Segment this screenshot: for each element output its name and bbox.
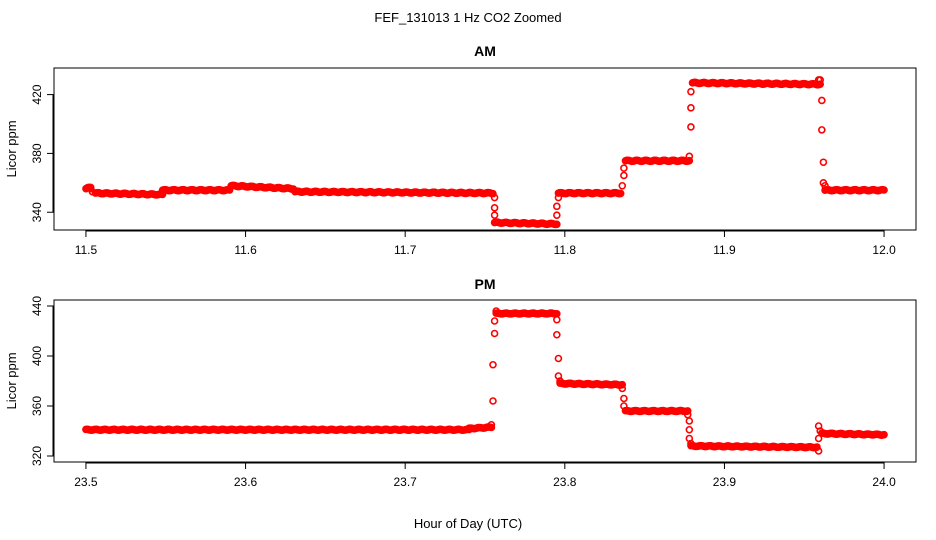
pm-data-point bbox=[687, 439, 695, 448]
am-data-point bbox=[553, 211, 561, 219]
am-data-point bbox=[687, 123, 695, 131]
pm-data-point bbox=[487, 423, 496, 432]
am-data-point bbox=[553, 220, 561, 229]
am-data-point bbox=[620, 171, 628, 180]
pm-data-point bbox=[490, 317, 499, 325]
am-data-point bbox=[685, 152, 694, 161]
am-data-point bbox=[819, 158, 828, 167]
pm-data-point bbox=[489, 360, 497, 369]
am-y-tick-label: 340 bbox=[30, 202, 44, 222]
pm-data-point bbox=[814, 434, 823, 443]
pm-data-point bbox=[487, 420, 496, 429]
pm-x-axis: 23.5 23.6 23.7 23.8 23.9 24.0 bbox=[74, 462, 896, 489]
am-plot-frame bbox=[53, 67, 917, 231]
figure-xlabel: Hour of Day (UTC) bbox=[414, 516, 522, 531]
pm-plot-frame bbox=[53, 299, 917, 463]
figure-title: FEF_131013 1 Hz CO2 Zoomed bbox=[374, 10, 561, 25]
am-data-point bbox=[490, 211, 499, 219]
pm-x-tick-label: 23.6 bbox=[234, 475, 258, 489]
am-y-axis: 340 380 420 bbox=[30, 84, 54, 222]
pm-data-point bbox=[554, 354, 563, 363]
am-data-point bbox=[818, 126, 826, 134]
am-data-point bbox=[88, 187, 97, 196]
am-x-tick-label: 11.8 bbox=[554, 243, 577, 257]
pm-x-tick-label: 23.8 bbox=[553, 475, 577, 489]
am-data-points bbox=[82, 76, 888, 229]
pm-y-axis: 320 360 400 440 bbox=[30, 296, 54, 466]
am-data-point bbox=[880, 186, 888, 194]
am-data-point bbox=[816, 76, 825, 84]
pm-data-point bbox=[556, 377, 564, 385]
pm-data-point bbox=[814, 447, 823, 455]
am-data-point bbox=[821, 181, 829, 190]
pm-y-tick-label: 360 bbox=[30, 396, 44, 416]
am-x-axis: 11.5 11.6 11.7 11.8 11.9 12.0 bbox=[75, 230, 896, 257]
pm-panel-title: PM bbox=[475, 276, 496, 292]
am-data-point bbox=[490, 193, 499, 202]
am-x-tick-label: 11.5 bbox=[75, 243, 98, 257]
pm-x-tick-label: 23.9 bbox=[713, 475, 737, 489]
pm-x-tick-label: 23.7 bbox=[394, 475, 418, 489]
pm-x-tick-label: 23.5 bbox=[74, 475, 98, 489]
am-data-point bbox=[490, 204, 499, 212]
pm-data-point bbox=[618, 384, 627, 393]
pm-data-point bbox=[685, 425, 694, 434]
pm-data-point bbox=[492, 307, 500, 315]
am-data-point bbox=[489, 189, 497, 198]
pm-data-point bbox=[685, 417, 694, 425]
am-panel-title: AM bbox=[474, 43, 496, 59]
am-y-tick-label: 380 bbox=[30, 143, 44, 163]
am-data-point bbox=[620, 164, 628, 172]
am-data-point bbox=[687, 87, 695, 96]
am-data-point bbox=[553, 202, 561, 211]
am-x-tick-label: 12.0 bbox=[872, 243, 896, 257]
am-data-point bbox=[616, 189, 625, 198]
pm-y-tick-label: 400 bbox=[30, 346, 44, 366]
pm-y-tick-label: 440 bbox=[30, 296, 44, 316]
pm-data-point bbox=[490, 329, 499, 338]
pm-data-point bbox=[683, 407, 692, 415]
pm-data-point bbox=[816, 427, 825, 435]
am-x-tick-label: 11.7 bbox=[394, 243, 417, 257]
am-panel: AM Licor ppm 11.5 11.6 11.7 11.8 11.9 12.0 34… bbox=[4, 43, 917, 257]
am-data-point bbox=[818, 96, 826, 105]
pm-data-point bbox=[553, 330, 561, 339]
pm-panel: PM Licor ppm 23.5 23.6 23.7 23.8 23.9 24.0 32… bbox=[4, 276, 917, 489]
pm-y-tick-label: 320 bbox=[30, 446, 44, 466]
am-x-tick-label: 11.6 bbox=[234, 243, 257, 257]
pm-data-point bbox=[813, 443, 821, 451]
am-x-tick-label: 11.9 bbox=[713, 243, 736, 257]
pm-data-point bbox=[620, 394, 628, 403]
am-ylabel: Licor ppm bbox=[4, 120, 19, 177]
am-data-point bbox=[685, 156, 694, 165]
pm-data-point bbox=[553, 315, 561, 324]
am-data-point bbox=[554, 193, 563, 202]
am-y-tick-label: 420 bbox=[30, 84, 44, 104]
pm-ylabel: Licor ppm bbox=[4, 352, 19, 409]
pm-data-point bbox=[489, 397, 497, 405]
pm-data-points bbox=[82, 307, 888, 455]
am-data-point bbox=[687, 104, 695, 112]
am-data-point bbox=[618, 181, 627, 190]
pm-data-point bbox=[618, 380, 627, 389]
pm-x-tick-label: 24.0 bbox=[872, 475, 896, 489]
pm-data-point bbox=[620, 402, 628, 410]
am-data-point bbox=[816, 80, 825, 88]
pm-data-point bbox=[880, 430, 888, 439]
